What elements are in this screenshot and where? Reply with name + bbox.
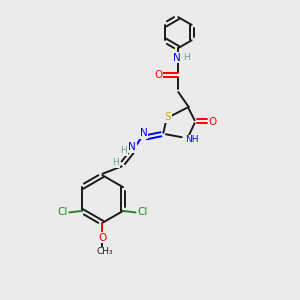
Text: N: N: [128, 142, 136, 152]
Text: NH: NH: [185, 135, 198, 144]
Text: O: O: [154, 70, 162, 80]
Text: S: S: [164, 112, 171, 122]
Text: Cl: Cl: [137, 207, 148, 218]
Text: O: O: [208, 117, 217, 127]
Text: N: N: [173, 53, 181, 63]
Text: H: H: [121, 146, 127, 155]
Text: Cl: Cl: [57, 207, 68, 218]
Text: H: H: [183, 53, 190, 62]
Text: H: H: [112, 158, 119, 167]
Text: N: N: [140, 128, 147, 138]
Text: CH₃: CH₃: [97, 248, 113, 256]
Text: O: O: [98, 233, 106, 243]
